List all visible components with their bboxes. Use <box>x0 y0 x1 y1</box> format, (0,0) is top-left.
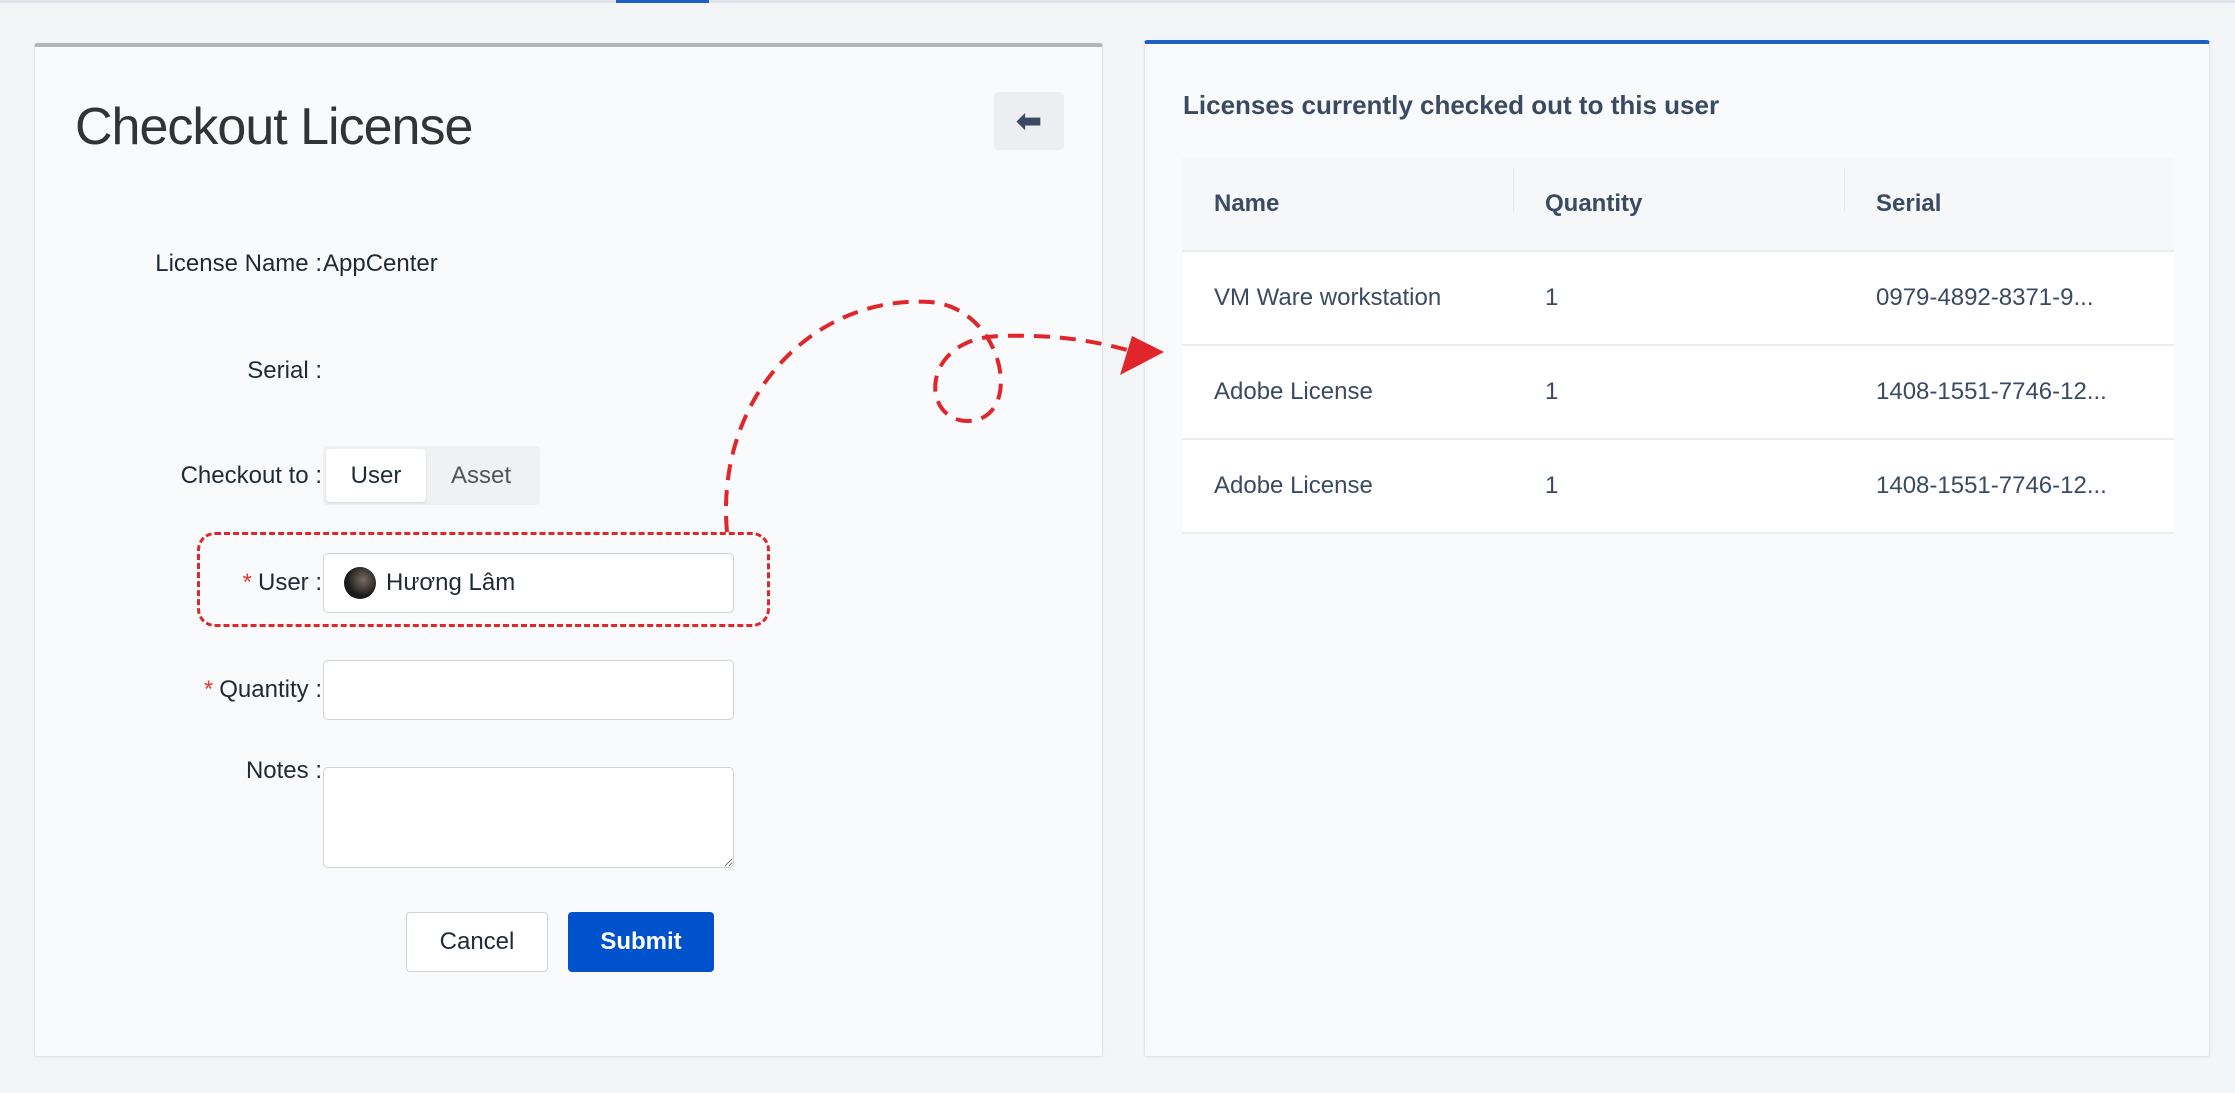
avatar <box>344 567 376 599</box>
cell-name: Adobe License <box>1214 378 1373 405</box>
table-header: Name Quantity Serial <box>1182 158 2174 252</box>
checked-out-licenses-card: Licenses currently checked out to this u… <box>1144 40 2210 1057</box>
license-name-value: AppCenter <box>323 250 438 277</box>
submit-button[interactable]: Submit <box>568 912 714 972</box>
user-label: * User : <box>242 569 322 596</box>
licenses-table: Name Quantity Serial VM Ware workstation… <box>1182 158 2174 534</box>
arrow-left-icon: ⬅ <box>1016 104 1042 138</box>
column-header-quantity[interactable]: Quantity <box>1513 190 1844 218</box>
panel-heading: Licenses currently checked out to this u… <box>1183 90 1720 120</box>
notes-label: Notes : <box>245 757 322 784</box>
notes-row: Notes : <box>35 737 1102 868</box>
cell-quantity: 1 <box>1545 284 1559 311</box>
top-nav-bar <box>0 0 2235 3</box>
checkout-to-segmented-control[interactable]: User Asset <box>323 446 540 505</box>
table-row: Adobe License 1 1408-1551-7746-12... <box>1182 440 2174 534</box>
user-row: * User : Hương Lâm <box>35 553 1102 613</box>
annotation-highlight-box <box>197 532 770 627</box>
user-select-value: Hương Lâm <box>386 569 516 596</box>
option-user[interactable]: User <box>326 449 426 502</box>
cell-name: VM Ware workstation <box>1214 284 1442 311</box>
cell-serial: 1408-1551-7746-12... <box>1876 378 2107 405</box>
license-name-row: License Name : AppCenter <box>35 234 1102 294</box>
serial-label: Serial : <box>247 357 322 384</box>
serial-row: Serial : <box>35 341 1102 401</box>
user-select[interactable]: Hương Lâm <box>323 553 734 613</box>
cell-quantity: 1 <box>1545 472 1559 499</box>
column-header-serial[interactable]: Serial <box>1844 190 2174 218</box>
quantity-input[interactable] <box>323 660 734 720</box>
active-tab-indicator <box>616 0 709 3</box>
cancel-button[interactable]: Cancel <box>406 912 548 972</box>
notes-textarea[interactable] <box>323 767 734 868</box>
quantity-label: * Quantity : <box>203 676 322 703</box>
cell-name: Adobe License <box>1214 472 1373 499</box>
option-asset[interactable]: Asset <box>450 461 512 489</box>
cell-quantity: 1 <box>1545 378 1559 405</box>
table-row: Adobe License 1 1408-1551-7746-12... <box>1182 346 2174 440</box>
page-title: Checkout License <box>75 98 473 156</box>
back-button[interactable]: ⬅ <box>994 92 1064 150</box>
quantity-row: * Quantity : <box>35 660 1102 720</box>
table-row: VM Ware workstation 1 0979-4892-8371-9..… <box>1182 252 2174 346</box>
checkout-license-card: Checkout License ⬅ License Name : AppCen… <box>34 43 1103 1057</box>
checkout-to-row: Checkout to : User Asset <box>35 446 1102 506</box>
license-name-label: License Name : <box>155 250 322 277</box>
cell-serial: 1408-1551-7746-12... <box>1876 472 2107 499</box>
column-header-name[interactable]: Name <box>1214 190 1280 217</box>
checkout-to-label: Checkout to : <box>180 462 322 489</box>
cell-serial: 0979-4892-8371-9... <box>1876 284 2094 311</box>
